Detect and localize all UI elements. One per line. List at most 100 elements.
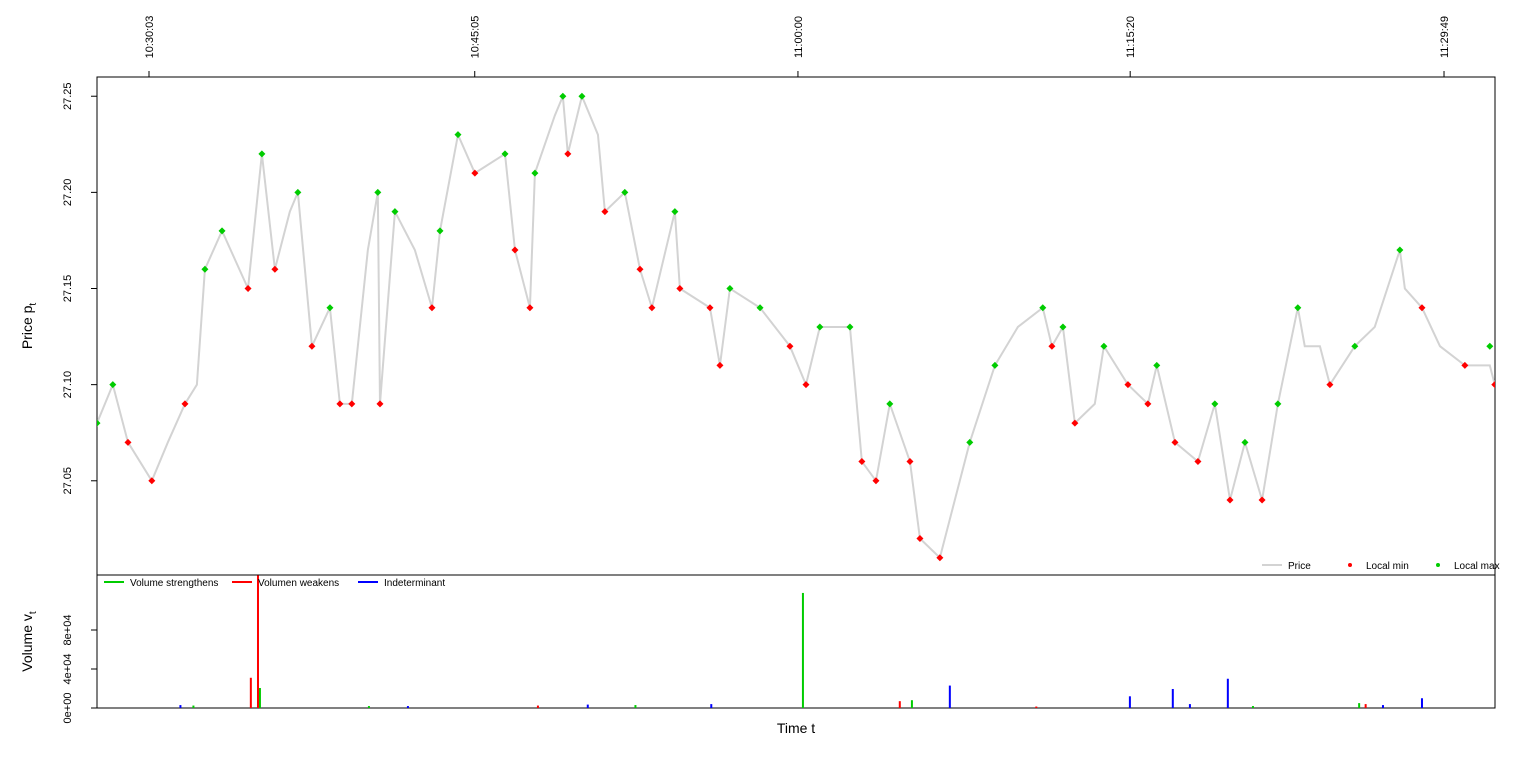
- extremum-point: [1326, 381, 1334, 389]
- y-axis-title-sub: t: [28, 611, 39, 614]
- extremum-point: [428, 304, 436, 312]
- extremum-point: [886, 400, 894, 408]
- extremum-point: [1059, 323, 1067, 331]
- y-axis-title-sub: t: [28, 303, 39, 306]
- y-tick-label: 4e+04: [62, 654, 74, 685]
- extremum-point: [1048, 342, 1056, 350]
- price-line: [97, 93, 1495, 560]
- extremum-point: [706, 304, 714, 312]
- extremum-point: [756, 304, 764, 312]
- x-tick-label: 11:29:49: [1439, 16, 1451, 58]
- extremum-point: [1124, 381, 1132, 389]
- extremum-point: [1100, 342, 1108, 350]
- extremum-point: [1226, 496, 1234, 504]
- legend-label: Volume strengthens: [130, 578, 218, 589]
- volume-bar: [256, 575, 259, 708]
- extremum-point: [726, 285, 734, 293]
- extremum-point: [786, 342, 794, 350]
- extremum-point: [1241, 438, 1249, 446]
- volume-bar: [1358, 703, 1361, 708]
- y-axis-title-text: Price p: [19, 305, 35, 349]
- plot-area: [179, 575, 1423, 708]
- volume-bar: [910, 700, 913, 708]
- volume-frame: [96, 574, 1496, 709]
- volume-bar: [1171, 688, 1174, 708]
- extremum-point: [436, 227, 444, 235]
- x-tick-label: 11:00:00: [793, 16, 805, 58]
- extremum-point: [1144, 400, 1152, 408]
- x-tick-label: 11:15:20: [1125, 16, 1137, 58]
- extremum-point: [181, 400, 189, 408]
- volume-bar: [536, 705, 539, 708]
- y-tick-label: 27.25: [62, 82, 74, 110]
- extremum-point: [97, 419, 101, 427]
- extremum-point: [471, 169, 479, 177]
- extremum-point: [1071, 419, 1079, 427]
- extremum-point: [201, 265, 209, 273]
- legend-label: Volumen weakens: [258, 578, 339, 589]
- extremum-point: [454, 131, 462, 139]
- volume-bar: [1381, 705, 1384, 708]
- extremum-point: [578, 92, 586, 100]
- volume-bar: [634, 705, 637, 708]
- y-axis-title: Price pt: [19, 303, 39, 350]
- legend-label: Local max: [1454, 561, 1500, 572]
- volume-bar: [948, 685, 951, 708]
- extremum-point: [991, 361, 999, 369]
- extremum-point: [816, 323, 824, 331]
- extremum-point: [916, 534, 924, 542]
- extremum-point: [1351, 342, 1359, 350]
- plot-area: [97, 92, 1495, 562]
- volume-bar: [1035, 706, 1038, 708]
- volume-bar: [258, 688, 261, 708]
- legend-label: Local min: [1366, 561, 1409, 572]
- extremum-point: [1039, 304, 1047, 312]
- extremum-point: [294, 188, 302, 196]
- volume-bar: [179, 705, 182, 708]
- extremum-point: [966, 438, 974, 446]
- extremum-point: [218, 227, 226, 235]
- x-tick-label: 10:45:05: [470, 16, 482, 59]
- legend-swatch: [1436, 563, 1440, 567]
- extremum-point: [511, 246, 519, 254]
- extremum-point: [858, 458, 866, 466]
- extremum-point: [374, 188, 382, 196]
- y-axis-title-text: Volume v: [19, 614, 35, 672]
- extremum-point: [1258, 496, 1266, 504]
- extremum-point: [326, 304, 334, 312]
- volume-bar: [1251, 706, 1254, 708]
- extremum-point: [336, 400, 344, 408]
- extremum-point: [1491, 381, 1495, 389]
- extremum-point: [564, 150, 572, 158]
- y-tick-label: 27.20: [62, 179, 74, 207]
- extremum-point: [376, 400, 384, 408]
- extremum-point: [109, 381, 117, 389]
- extremum-point: [531, 169, 539, 177]
- extremum-point: [846, 323, 854, 331]
- y-axis-title: Volume vt: [19, 611, 39, 672]
- extremum-point: [559, 92, 567, 100]
- extremum-point: [1194, 458, 1202, 466]
- extremum-point: [648, 304, 656, 312]
- volume-bar: [801, 592, 804, 708]
- extremum-point: [526, 304, 534, 312]
- y-tick-label: 27.15: [62, 275, 74, 303]
- extremum-point: [348, 400, 356, 408]
- volume-bar: [367, 706, 370, 708]
- extremum-point: [148, 477, 156, 485]
- extremum-point: [636, 265, 644, 273]
- extremum-point: [1153, 361, 1161, 369]
- extremum-point: [258, 150, 266, 158]
- extremum-point: [501, 150, 509, 158]
- extremum-point: [872, 477, 880, 485]
- extremum-point: [1418, 304, 1426, 312]
- legend-label: Price: [1288, 561, 1311, 572]
- legend-swatch: [1348, 563, 1352, 567]
- volume-bar: [192, 705, 195, 708]
- extremum-point: [1294, 304, 1302, 312]
- extremum-point: [601, 208, 609, 216]
- extremum-point: [671, 208, 679, 216]
- extremum-point: [621, 188, 629, 196]
- extremum-point: [1171, 438, 1179, 446]
